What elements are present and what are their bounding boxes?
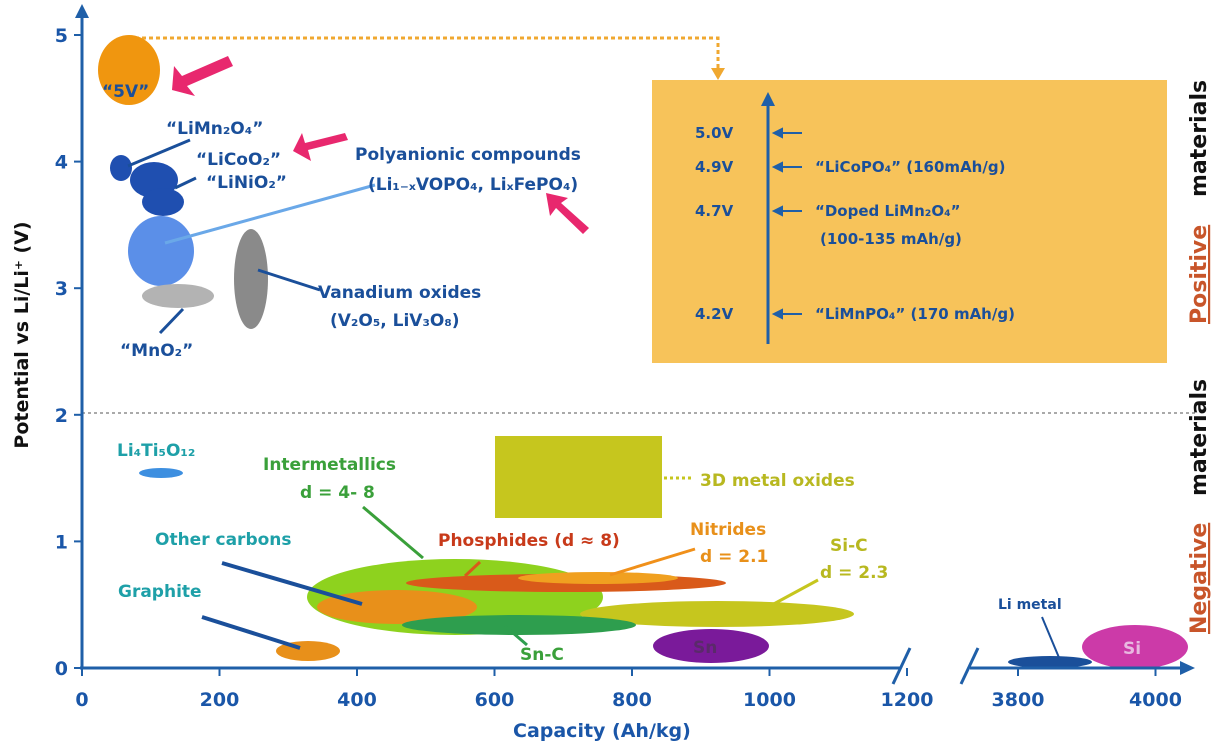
region-polyanionic — [128, 216, 194, 286]
inset-connector-arrowhead — [711, 68, 725, 80]
y-axis-arrowhead — [75, 4, 89, 18]
region-mno2 — [142, 284, 214, 308]
side-label-negative-materials: materials — [1187, 379, 1212, 496]
highlight-arrow-5v — [172, 56, 233, 96]
x-tick-label: 400 — [337, 689, 377, 711]
x-axis-label: Capacity (Ah/kg) — [513, 720, 691, 742]
label-3d-metal-oxides: 3D metal oxides — [700, 471, 855, 491]
x-tick-label: 1000 — [743, 689, 796, 711]
x-tick-label: 800 — [612, 689, 652, 711]
inset-label-limnpo4: “LiMnPO₄” (170 mAh/g) — [815, 305, 1015, 323]
label-vanadium-oxides: Vanadium oxides — [318, 283, 481, 303]
inset-box — [652, 80, 1167, 363]
highlight-arrow-licoo2 — [293, 133, 348, 161]
region-linio2 — [142, 188, 184, 216]
x-axis-arrowhead — [1180, 661, 1195, 675]
region-si — [1082, 625, 1188, 669]
highlight-arrows — [172, 56, 589, 234]
inset-tick-42: 4.2V — [695, 305, 734, 323]
region-si-c — [580, 601, 854, 627]
inset-axis — [761, 92, 775, 344]
x-tick-label: 200 — [200, 689, 240, 711]
inset-label-doped-capacity: (100-135 mAh/g) — [820, 230, 962, 248]
label-polyanionic-formulas: (Li₁₋ₓVOPO₄, LiₓFePO₄) — [368, 175, 578, 195]
label-mno2: “MnO₂” — [120, 341, 193, 361]
label-li-metal: Li metal — [998, 597, 1062, 613]
label-intermetallics-d: d = 4- 8 — [300, 483, 375, 503]
label-intermetallics: Intermetallics — [263, 455, 396, 475]
y-tick-label: 0 — [55, 658, 68, 680]
inset-label-doped-limn2o4: “Doped LiMn₂O₄” — [815, 202, 961, 220]
inset-tick-49: 4.9V — [695, 158, 734, 176]
region-li4ti5o12 — [139, 468, 183, 478]
label-5v: “5V” — [102, 82, 149, 102]
y-tick-label: 3 — [55, 278, 68, 300]
label-li4ti5o12: Li₄Ti₅O₁₂ — [117, 441, 195, 461]
label-other-carbons: Other carbons — [155, 530, 292, 550]
label-licoo2: “LiCoO₂” — [196, 150, 281, 170]
region-nitrides — [518, 572, 678, 584]
x-tick-label: 1200 — [881, 689, 934, 711]
region-3d-metal-oxides — [495, 436, 662, 518]
label-sn: Sn — [693, 638, 717, 658]
axis-break-marks — [891, 647, 980, 685]
region-sn-c — [402, 615, 636, 635]
x-tick-label: 0 — [75, 689, 88, 711]
inset-tick-50: 5.0V — [695, 124, 734, 142]
label-phosphides: Phosphides (d ≈ 8) — [438, 531, 620, 551]
label-nitrides: Nitrides — [690, 520, 766, 540]
x-tick-group: 0 200 400 600 800 1000 1200 3800 4000 — [75, 668, 1182, 711]
label-linio2: “LiNiO₂” — [206, 173, 287, 193]
side-label-positive: Positive — [1187, 225, 1212, 324]
x-tick-label: 600 — [475, 689, 515, 711]
region-sn — [653, 629, 769, 663]
y-tick-label: 4 — [55, 152, 68, 174]
y-tick-group: 0 1 2 3 4 5 — [55, 25, 82, 680]
label-limn2o4: “LiMn₂O₄” — [166, 119, 263, 139]
x-tick-label: 3800 — [992, 689, 1045, 711]
label-graphite: Graphite — [118, 582, 202, 602]
y-tick-label: 5 — [55, 25, 68, 47]
highlight-arrow-polyanionic — [546, 193, 589, 234]
label-nitrides-d: d = 2.1 — [700, 547, 768, 567]
inset-label-licopo4: “LiCoPO₄” (160mAh/g) — [815, 158, 1005, 176]
region-other-carbons — [317, 590, 477, 624]
negative-regions — [139, 436, 1188, 669]
region-limn2o4 — [110, 155, 132, 181]
label-polyanionic: Polyanionic compounds — [355, 145, 581, 165]
inset-tick-47: 4.7V — [695, 202, 734, 220]
region-vanadium-oxides — [234, 229, 268, 329]
side-label-negative: Negative — [1187, 523, 1212, 634]
x-tick-label: 4000 — [1129, 689, 1182, 711]
label-vanadium-formulas: (V₂O₅, LiV₃O₈) — [330, 311, 460, 331]
label-si-c-d: d = 2.3 — [820, 563, 888, 583]
label-sn-c: Sn-C — [520, 645, 564, 665]
label-si-c: Si-C — [830, 536, 868, 556]
region-li-metal — [1008, 656, 1092, 668]
inset-connector — [135, 36, 720, 72]
region-5v — [98, 35, 160, 105]
inset-pointer-arrows — [771, 127, 802, 320]
y-tick-label: 1 — [55, 531, 68, 553]
side-label-positive-materials: materials — [1187, 80, 1212, 197]
label-si: Si — [1123, 639, 1141, 659]
leader-lines — [127, 138, 1061, 661]
positive-regions — [98, 35, 268, 329]
y-axis-label: Potential vs Li/Li⁺ (V) — [11, 221, 33, 448]
y-tick-label: 2 — [55, 405, 68, 427]
axes — [80, 14, 1180, 670]
